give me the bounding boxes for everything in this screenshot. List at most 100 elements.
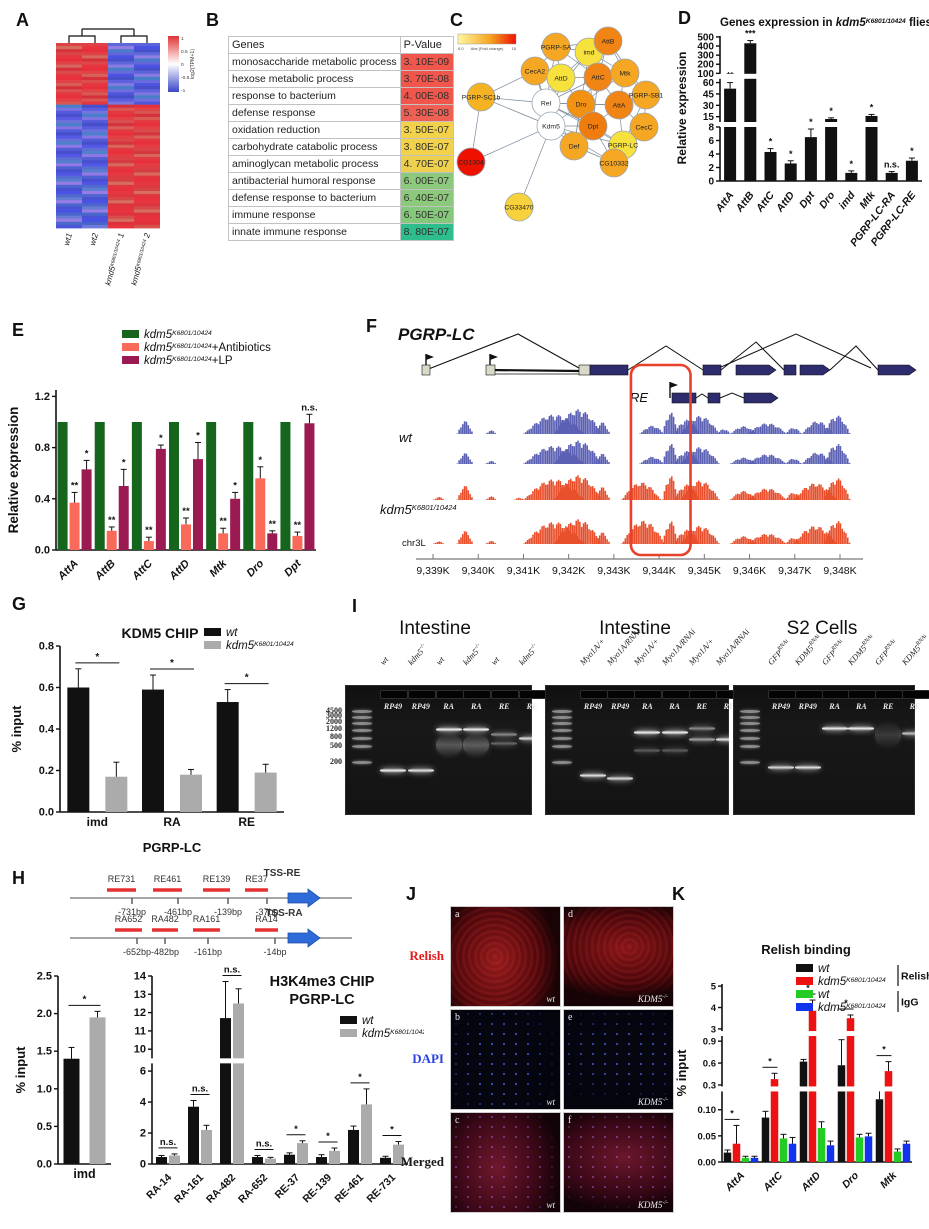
go-term: aminoglycan metabolic process <box>228 155 401 173</box>
svg-text:kdm5K6801/10424: kdm5K6801/10424 <box>380 502 457 517</box>
in-gel-label: RP49 <box>798 702 817 711</box>
svg-text:30: 30 <box>703 101 715 112</box>
svg-text:TSS-RA: TSS-RA <box>265 908 302 919</box>
svg-text:*: * <box>326 1131 330 1142</box>
in-gel-label: RE <box>882 702 894 711</box>
gel-band <box>821 725 848 731</box>
svg-text:Dro: Dro <box>817 189 838 211</box>
gel-lane-label: kdm5-/- <box>516 642 538 667</box>
svg-text:2.0: 2.0 <box>37 1008 52 1020</box>
p-value: 6. 50E-07 <box>399 206 455 224</box>
svg-text:**: ** <box>145 525 153 536</box>
svg-text:wt: wt <box>226 627 238 639</box>
svg-text:0.5: 0.5 <box>181 49 188 55</box>
ladder-size-label: 3000 <box>326 711 342 721</box>
table-header-pvalue: P-Value <box>399 36 455 54</box>
svg-text:15: 15 <box>703 112 715 123</box>
go-term-row: defense response 5. 30E-08 <box>228 104 455 122</box>
go-term-row: innate immune response 8. 80E-07 <box>228 223 455 241</box>
svg-text:RA482: RA482 <box>151 914 179 924</box>
go-term: defense response to bacterium <box>228 189 401 207</box>
gel-image: RP49 RP49 RA RA RE RE <box>345 685 547 815</box>
svg-text:*: * <box>850 159 854 169</box>
svg-text:RE: RE <box>238 815 255 829</box>
svg-text:9,343K: 9,343K <box>597 565 630 577</box>
svg-text:CG10332: CG10332 <box>599 161 628 168</box>
svg-text:*: * <box>806 983 810 993</box>
svg-text:0.0: 0.0 <box>39 807 54 819</box>
svg-text:RE: RE <box>630 390 648 405</box>
svg-text:RA-161: RA-161 <box>172 1172 206 1206</box>
svg-text:10: 10 <box>134 1044 146 1056</box>
svg-text:Dro: Dro <box>576 102 587 109</box>
svg-text:300: 300 <box>697 51 714 62</box>
panel-g-label: G <box>12 594 27 614</box>
svg-text:RA161: RA161 <box>193 914 221 924</box>
svg-text:AttB: AttB <box>92 558 118 584</box>
chart-H1: 0.0 0.5 1.0 1.5 2.0 2.5 * imd % input <box>13 971 111 1181</box>
svg-text:0: 0 <box>181 62 184 68</box>
gel-band <box>875 723 902 746</box>
in-gel-label: RA <box>642 702 653 711</box>
svg-text:1: 1 <box>181 36 184 42</box>
svg-text:CG1304: CG1304 <box>458 160 484 167</box>
ladder-size-label: 800 <box>330 732 342 742</box>
svg-text:**: ** <box>219 516 227 527</box>
gel-title-intestine-1: Intestine <box>399 618 471 639</box>
svg-text:0.0: 0.0 <box>35 545 50 557</box>
svg-text:*: * <box>233 480 237 491</box>
svg-text:Relative expression: Relative expression <box>6 407 21 534</box>
gel-band <box>380 767 406 773</box>
panel-d-bar-chart: 0246815304560100200300400500***********n… <box>675 6 929 253</box>
panel-c-label: C <box>450 10 463 30</box>
svg-text:0.9: 0.9 <box>703 1037 716 1048</box>
svg-text:CecC: CecC <box>636 125 653 132</box>
panel-k-bar-chart: 0.00 0.05 0.10 0.3 0.6 0.9 3 4 5 * * * * * AttA AttC Att… <box>674 884 929 1229</box>
svg-text:AttD: AttD <box>554 76 567 83</box>
svg-text:AttA: AttA <box>713 189 737 215</box>
svg-text:CG33470: CG33470 <box>504 205 533 212</box>
svg-text:kdm5K6801/10424+Antibiotics: kdm5K6801/10424+Antibiotics <box>144 342 271 354</box>
panel-d-label: D <box>678 8 691 28</box>
svg-text:PGRP-LC: PGRP-LC <box>608 143 638 150</box>
go-term: innate immune response <box>228 223 401 241</box>
svg-text:-161bp: -161bp <box>194 947 222 957</box>
in-gel-label: RP49 <box>411 702 430 711</box>
panel-e-label: E <box>12 320 25 340</box>
svg-text:0.5: 0.5 <box>37 1121 52 1133</box>
micrograph-a: a wt <box>450 906 561 1007</box>
svg-text:CecA2: CecA2 <box>525 69 546 76</box>
svg-text:n.s.: n.s. <box>224 964 240 975</box>
go-term-row: hexose metabolic process 3. 70E-08 <box>228 70 455 88</box>
panel-c-network: PGRP-SA imd AttB CecA2 AttD AttC Mtk PGRP-SC1b R… <box>448 20 680 267</box>
in-gel-label: RP49 <box>383 702 403 711</box>
ladder-size-label: 2000 <box>326 717 342 727</box>
svg-text:RA14: RA14 <box>255 914 278 924</box>
svg-text:imd: imd <box>87 815 108 829</box>
svg-text:PGRP-LC: PGRP-LC <box>143 840 202 855</box>
svg-text:PGRP-LC: PGRP-LC <box>398 325 475 344</box>
svg-text:9,344K: 9,344K <box>642 565 675 577</box>
ladder-size-label: 200 <box>330 756 342 766</box>
genotype-label: KDM5-/- <box>637 1097 668 1107</box>
go-term-row: antibacterial humoral response 6. 00E-07 <box>228 172 455 190</box>
svg-text:9,341K: 9,341K <box>507 565 540 577</box>
go-term: response to bacterium <box>228 87 401 105</box>
go-term: hexose metabolic process <box>228 70 401 88</box>
svg-text:AttB: AttB <box>602 39 615 46</box>
svg-text:*: * <box>159 433 163 444</box>
svg-text:*: * <box>83 994 87 1005</box>
gel-band <box>794 765 821 771</box>
micrograph-e: e KDM5-/- <box>563 1009 674 1110</box>
svg-text:RE-139: RE-139 <box>300 1172 334 1206</box>
svg-text:0.0: 0.0 <box>37 1159 52 1171</box>
svg-text:RE-461: RE-461 <box>332 1172 366 1206</box>
svg-text:0.05: 0.05 <box>698 1131 717 1142</box>
svg-text:RE-731: RE-731 <box>364 1172 398 1206</box>
in-gel-label: RA <box>856 702 867 711</box>
svg-text:**: ** <box>269 519 277 530</box>
svg-text:kdm5K6801/10424: kdm5K6801/10424 <box>818 976 886 988</box>
chart-G: 0.0 0.2 0.4 0.6 0.8 * * * imd RA RE KDM5 CHIP % inpu… <box>9 625 294 855</box>
p-value: 4. 00E-08 <box>399 87 455 105</box>
